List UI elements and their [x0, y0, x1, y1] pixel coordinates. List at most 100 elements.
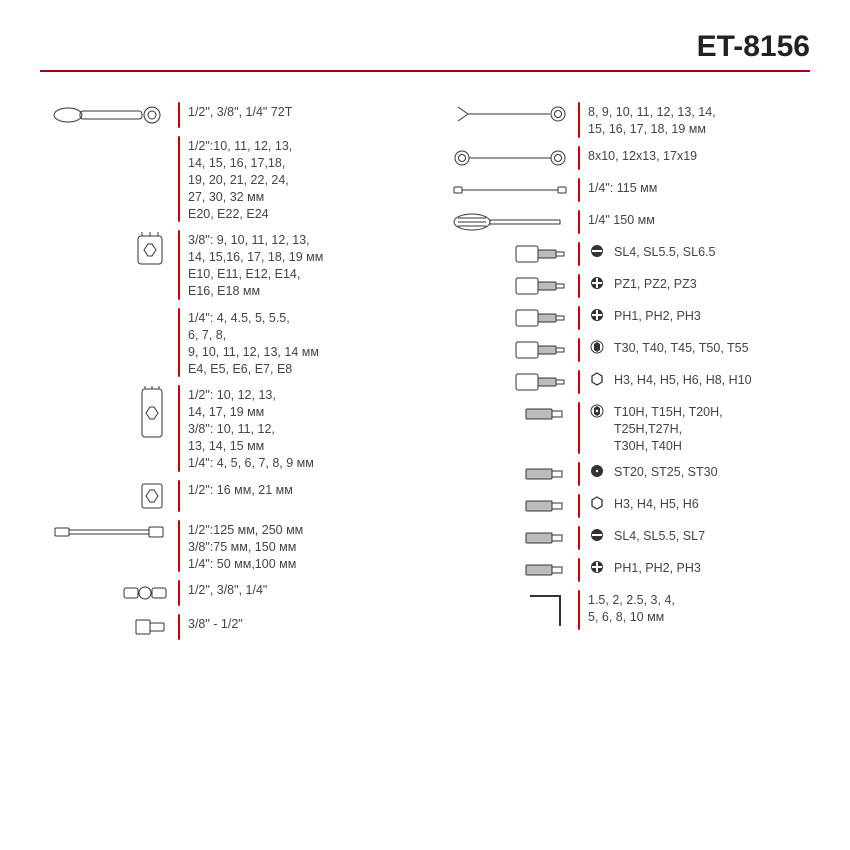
spec-row: SL4, SL5.5, SL7 — [440, 526, 810, 550]
spec-text: H3, H4, H5, H6 — [614, 494, 699, 513]
blank-icon — [40, 308, 170, 332]
bit-icon — [440, 526, 570, 550]
red-divider — [578, 146, 580, 170]
spec-text: 3/8" - 1/2" — [188, 614, 243, 633]
spec-text: PH1, PH2, PH3 — [614, 306, 701, 325]
spec-row: 8x10, 12x13, 17x19 — [440, 146, 810, 170]
phillips-symbol-icon — [588, 558, 606, 574]
spec-text: 1/2", 3/8", 1/4" 72T — [188, 102, 292, 121]
red-divider — [578, 178, 580, 202]
spec-row: SL4, SL5.5, SL6.5 — [440, 242, 810, 266]
spec-row: 3/8": 9, 10, 11, 12, 13, 14, 15,16, 17, … — [40, 230, 410, 300]
spec-row: PH1, PH2, PH3 — [440, 558, 810, 582]
red-divider — [178, 136, 180, 222]
breaker-bar-icon — [440, 178, 570, 202]
blank-icon — [40, 136, 170, 160]
spec-row: 8, 9, 10, 11, 12, 13, 14, 15, 16, 17, 18… — [440, 102, 810, 138]
red-divider — [178, 385, 180, 471]
bit-socket-icon — [440, 370, 570, 394]
header: ET-8156 — [40, 30, 810, 72]
spec-row: PH1, PH2, PH3 — [440, 306, 810, 330]
spec-text: 1/2": 10, 12, 13, 14, 17, 19 мм 3/8": 10… — [188, 385, 314, 471]
spec-text: 1.5, 2, 2.5, 3, 4, 5, 6, 8, 10 мм — [588, 590, 675, 626]
universal-joint-icon — [40, 580, 170, 606]
spec-row: 1/2", 3/8", 1/4" 72T — [40, 102, 410, 128]
bit-icon — [440, 494, 570, 518]
spec-text: H3, H4, H5, H6, H8, H10 — [614, 370, 752, 389]
spec-text: 1/4": 4, 4.5, 5, 5.5, 6, 7, 8, 9, 10, 11… — [188, 308, 319, 378]
red-divider — [578, 370, 580, 394]
spec-text: 8x10, 12x13, 17x19 — [588, 146, 697, 165]
spec-row: 1.5, 2, 2.5, 3, 4, 5, 6, 8, 10 мм — [440, 590, 810, 630]
slot-symbol-icon — [588, 242, 606, 258]
red-divider — [178, 102, 180, 128]
spec-text: 3/8": 9, 10, 11, 12, 13, 14, 15,16, 17, … — [188, 230, 323, 300]
spec-row: 1/2": 10, 12, 13, 14, 17, 19 мм 3/8": 10… — [40, 385, 410, 471]
red-divider — [578, 526, 580, 550]
red-divider — [578, 462, 580, 486]
red-divider — [178, 480, 180, 512]
torx-symbol-icon — [588, 338, 606, 354]
spec-row: H3, H4, H5, H6 — [440, 494, 810, 518]
red-divider — [578, 210, 580, 234]
extension-icon — [40, 520, 170, 544]
spec-row: 1/4" 150 мм — [440, 210, 810, 234]
spark-plug-icon — [40, 480, 170, 512]
spec-text: 1/2": 16 мм, 21 мм — [188, 480, 293, 499]
spec-row: T30, T40, T45, T50, T55 — [440, 338, 810, 362]
red-divider — [578, 274, 580, 298]
spec-text: 1/2":125 мм, 250 мм 3/8":75 мм, 150 мм 1… — [188, 520, 303, 573]
spec-row: 1/2", 3/8", 1/4" — [40, 580, 410, 606]
spec-row: T10H, T15H, T20H, T25H,T27H, T30H, T40H — [440, 402, 810, 455]
phillips-symbol-icon — [588, 274, 606, 290]
spec-columns: 1/2", 3/8", 1/4" 72T 1/2":10, 11, 12, 13,… — [40, 102, 810, 640]
red-divider — [178, 614, 180, 640]
spec-text: T10H, T15H, T20H, T25H,T27H, T30H, T40H — [614, 402, 723, 455]
torx-dot-symbol-icon — [588, 402, 606, 418]
hex-symbol-icon — [588, 370, 606, 386]
red-divider — [578, 242, 580, 266]
spec-text: SL4, SL5.5, SL6.5 — [614, 242, 715, 261]
socket-short-icon — [40, 230, 170, 270]
star-dot-symbol-icon — [588, 462, 606, 478]
ratchet-icon — [40, 102, 170, 128]
double-ring-wrench-icon — [440, 146, 570, 170]
right-column: 8, 9, 10, 11, 12, 13, 14, 15, 16, 17, 18… — [440, 102, 810, 640]
hex-symbol-icon — [588, 494, 606, 510]
screwdriver-handle-icon — [440, 210, 570, 234]
red-divider — [178, 230, 180, 300]
spec-row: 1/4": 115 мм — [440, 178, 810, 202]
bit-icon — [440, 558, 570, 582]
bit-socket-icon — [440, 306, 570, 330]
spec-row: 1/2": 16 мм, 21 мм — [40, 480, 410, 512]
red-divider — [578, 338, 580, 362]
spec-text: SL4, SL5.5, SL7 — [614, 526, 705, 545]
red-divider — [578, 558, 580, 582]
socket-long-icon — [40, 385, 170, 441]
spec-text: 1/2", 3/8", 1/4" — [188, 580, 267, 599]
bit-socket-icon — [440, 242, 570, 266]
bit-socket-icon — [440, 338, 570, 362]
spec-row: PZ1, PZ2, PZ3 — [440, 274, 810, 298]
spec-text: PH1, PH2, PH3 — [614, 558, 701, 577]
adapter-icon — [40, 614, 170, 640]
product-code: ET-8156 — [697, 30, 810, 63]
spec-row: 1/2":125 мм, 250 мм 3/8":75 мм, 150 мм 1… — [40, 520, 410, 573]
bit-icon — [440, 462, 570, 486]
spec-text: 1/4" 150 мм — [588, 210, 655, 229]
red-divider — [178, 580, 180, 606]
combination-wrench-icon — [440, 102, 570, 126]
red-divider — [178, 308, 180, 378]
spec-row: 1/2":10, 11, 12, 13, 14, 15, 16, 17,18, … — [40, 136, 410, 222]
bit-icon — [440, 402, 570, 426]
red-divider — [578, 306, 580, 330]
spec-text: T30, T40, T45, T50, T55 — [614, 338, 749, 357]
red-divider — [578, 402, 580, 455]
phillips-symbol-icon — [588, 306, 606, 322]
spec-text: ST20, ST25, ST30 — [614, 462, 718, 481]
spec-row: 3/8" - 1/2" — [40, 614, 410, 640]
spec-row: 1/4": 4, 4.5, 5, 5.5, 6, 7, 8, 9, 10, 11… — [40, 308, 410, 378]
hex-key-icon — [440, 590, 570, 630]
red-divider — [578, 494, 580, 518]
spec-text: 1/2":10, 11, 12, 13, 14, 15, 16, 17,18, … — [188, 136, 292, 222]
